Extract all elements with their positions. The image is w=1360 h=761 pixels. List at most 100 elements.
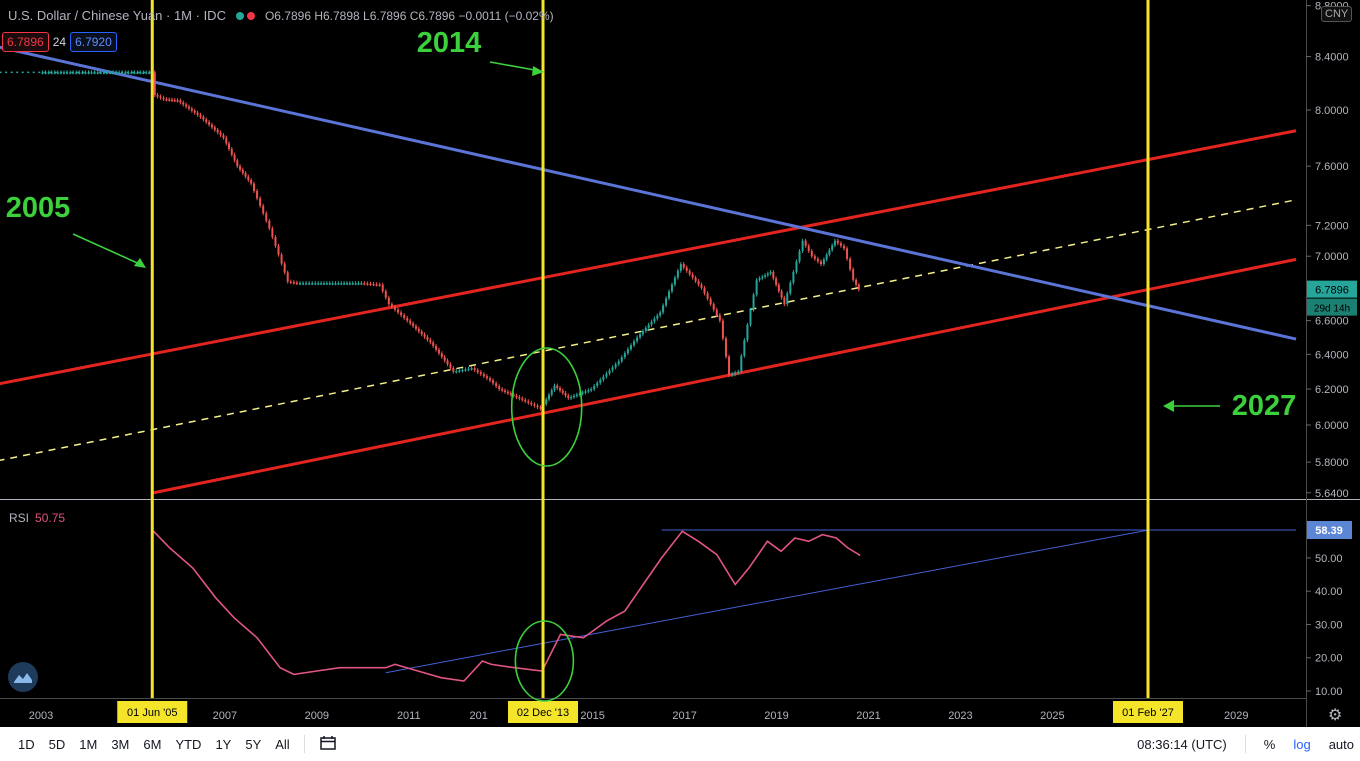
candle-body	[458, 370, 461, 372]
timeframe-ytd[interactable]: YTD	[175, 736, 202, 752]
timeframe-5d[interactable]: 5D	[48, 736, 66, 752]
log-scale-toggle[interactable]: log	[1293, 736, 1311, 752]
candle-body	[305, 283, 308, 285]
candle-body	[351, 283, 354, 285]
timeframe-6m[interactable]: 6M	[143, 736, 162, 752]
candle-body	[179, 100, 182, 103]
candle-body	[665, 298, 668, 306]
candle-body	[357, 283, 360, 285]
sell-price-tag[interactable]: 6.7896	[2, 32, 49, 52]
candle-body	[550, 390, 553, 395]
timeframe-1d[interactable]: 1D	[18, 736, 35, 752]
clock-time[interactable]: 08:36:14 (UTC)	[1137, 736, 1227, 752]
timeframe-3m[interactable]: 3M	[111, 736, 130, 752]
timeframe-1m[interactable]: 1M	[79, 736, 98, 752]
time-tick-label: 2029	[1224, 710, 1248, 722]
candle-body	[283, 263, 286, 273]
candle-body	[825, 254, 828, 260]
candle-body	[205, 119, 208, 123]
logo-wave-icon	[14, 673, 32, 683]
candle-body	[476, 370, 479, 373]
candle-body	[96, 72, 99, 74]
candle-body	[831, 245, 834, 250]
candle-body	[105, 72, 108, 74]
time-tick-label: 2011	[397, 710, 421, 722]
candle-body	[81, 72, 84, 74]
rsi-tick-label: 10.00	[1315, 686, 1343, 698]
candle-body	[740, 355, 743, 372]
candle-body	[90, 72, 93, 74]
current-price-badge[interactable]	[1307, 280, 1357, 298]
candle-body	[842, 245, 845, 249]
candle-body	[849, 258, 852, 270]
candle-body	[813, 256, 816, 259]
time-tick-label: 2019	[764, 710, 788, 722]
candle-body	[378, 284, 381, 286]
date-range-icon[interactable]	[319, 735, 337, 754]
tradingview-logo-icon[interactable]	[8, 662, 38, 692]
rsi-value: 50.75	[35, 511, 66, 525]
time-tick-label: 2021	[856, 710, 880, 722]
candle-body	[691, 274, 694, 278]
channel-upper-line	[0, 129, 1297, 386]
candle-body	[547, 394, 550, 400]
candle-body	[400, 312, 403, 316]
time-tick-label: 2015	[580, 710, 604, 722]
rsi-level-badge[interactable]	[1307, 521, 1352, 539]
candle-body	[280, 254, 283, 264]
candle-body	[769, 271, 772, 274]
price-tick-label: 6.2000	[1315, 384, 1349, 396]
candle-body	[153, 72, 156, 96]
price-tick-label: 8.0000	[1315, 105, 1349, 117]
candle-body	[659, 312, 662, 316]
candle-body	[446, 360, 449, 365]
candle-body	[348, 283, 351, 285]
candle-body	[168, 99, 171, 101]
candle-body	[271, 228, 274, 238]
candle-body	[390, 304, 393, 307]
candle-body	[265, 213, 268, 221]
timeframe-all[interactable]: All	[275, 736, 290, 752]
candle-body	[142, 72, 145, 74]
candle-body	[518, 397, 521, 399]
annotation-2005: 2005	[6, 192, 71, 224]
candle-body	[118, 72, 121, 74]
candle-body	[611, 367, 614, 371]
candle-body	[605, 373, 608, 377]
candle-body	[130, 72, 133, 74]
percent-toggle[interactable]: %	[1263, 736, 1276, 752]
candle-body	[69, 72, 72, 74]
candle-body	[743, 340, 746, 356]
candle-body	[650, 321, 653, 325]
currency-button[interactable]: CNY	[1321, 6, 1353, 22]
candle-body	[59, 72, 62, 74]
candle-body	[423, 334, 426, 337]
channel-lower-line	[153, 257, 1297, 495]
status-dots[interactable]	[235, 11, 255, 20]
candle-body	[292, 282, 295, 284]
candle-body	[417, 328, 420, 332]
candle-body	[360, 283, 363, 285]
candle-body	[828, 249, 831, 255]
rsi-label: RSI	[9, 511, 30, 525]
candle-body	[581, 392, 584, 394]
date-highlight-bg	[508, 701, 579, 723]
candle-body	[836, 240, 839, 244]
date-highlight-bg	[117, 701, 188, 723]
buy-price-tag[interactable]: 6.7920	[70, 32, 117, 52]
settings-gear-icon[interactable]: ⚙	[1328, 707, 1343, 724]
timeframe-5y[interactable]: 5Y	[245, 736, 262, 752]
candle-body	[121, 72, 124, 74]
candle-body	[777, 284, 780, 292]
price-tags[interactable]: 6.7896 24 6.7920	[2, 32, 117, 52]
candle-body	[250, 180, 253, 184]
candle-body	[626, 349, 629, 354]
highlight-ellipse-rsi	[514, 620, 575, 702]
timeframe-1y[interactable]: 1Y	[215, 736, 232, 752]
candle-body	[148, 72, 151, 74]
chart-svg[interactable]: 5.6400 5.8000 6.0000 6.2000 6.4000 6.6000 7.00…	[0, 0, 1360, 727]
price-tick-label: 6.0000	[1315, 420, 1349, 432]
candle-body	[608, 370, 611, 374]
auto-scale-toggle[interactable]: auto	[1328, 736, 1354, 752]
